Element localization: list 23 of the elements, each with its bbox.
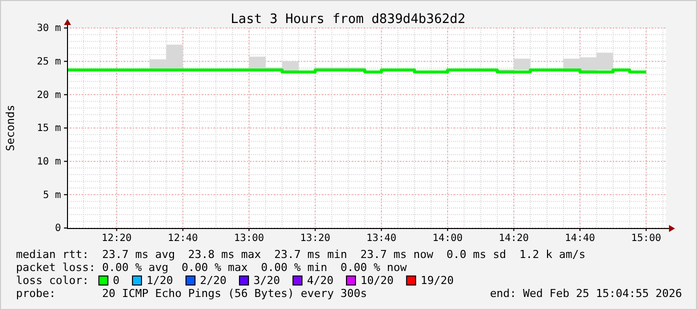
x-tick-label: 14:20	[498, 233, 529, 244]
x-tick-label: 13:40	[366, 233, 396, 244]
x-tick-label: 15:00	[631, 233, 662, 244]
text: probe: 20 ICMP Echo Pings (56 Bytes) every 300s	[16, 287, 367, 300]
y-tick-label: 15 m	[36, 123, 61, 134]
x-tick-label: 12:40	[168, 233, 198, 244]
text: end: Wed Feb 25 15:04:55 2026	[490, 287, 682, 300]
text: packet loss: 0.00 % avg 0.00 % max 0.00 % min 0.00 % now	[16, 261, 408, 274]
x-tick-label: 14:40	[564, 233, 596, 244]
y-tick-label: 10 m	[36, 156, 61, 168]
text: loss color: 0 1/20 2/20 3/20 4/20 10/20 19/20	[16, 274, 454, 287]
y-axis-title: Seconds	[4, 104, 17, 152]
x-tick-label: 13:00	[234, 233, 264, 244]
chart-title: Last 3 Hours from d839d4b362d2	[230, 12, 466, 27]
y-tick-label: 20 m	[36, 90, 61, 101]
x-tick-label: 12:20	[102, 233, 132, 244]
x-tick-label: 14:00	[432, 233, 463, 244]
text: median rtt: 23.7 ms avg 23.8 ms max 23.7 ms min 23.7 ms now 0.0 ms sd 1.2 k am/s	[16, 248, 586, 261]
x-tick-label: 13:20	[300, 233, 330, 244]
y-tick-label: 5 m	[42, 190, 61, 201]
y-tick-label: 30 m	[36, 23, 61, 34]
y-tick-label: 0	[54, 223, 61, 234]
y-tick-label: 25 m	[36, 56, 61, 68]
